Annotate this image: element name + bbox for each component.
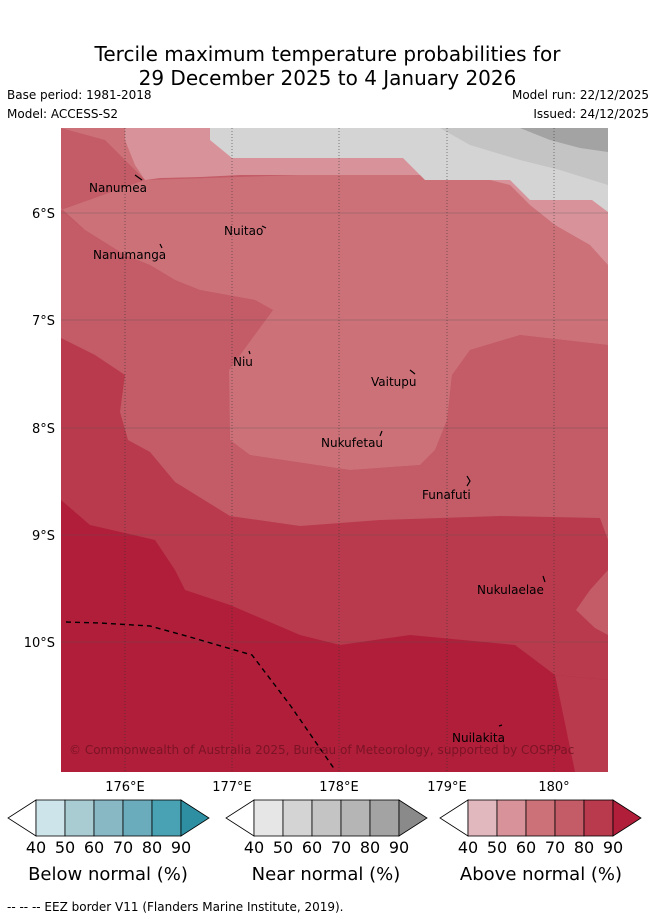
model-name: Model: ACCESS-S2 [7, 107, 119, 121]
place-label: Nanumea [89, 181, 147, 195]
colorbar-tick: 50 [487, 838, 507, 857]
place-label: Nukufetau [321, 436, 383, 450]
colorbar-titles: Below normal (%) Near normal (%) Above n… [28, 864, 622, 885]
colorbar-swatch [35, 799, 66, 837]
colorbar-swatch [583, 799, 614, 837]
island-nuilakita [498, 724, 503, 727]
colorbar-swatch [340, 799, 371, 837]
colorbar-above-ticks: 40 50 60 70 80 90 [458, 838, 623, 857]
title-line-2: 29 December 2025 to 4 January 2026 [138, 66, 517, 90]
colorbar-below [7, 799, 210, 837]
place-label: Funafuti [422, 488, 471, 502]
colorbar-tick: 60 [516, 838, 536, 857]
island-nanumea [134, 174, 143, 181]
colorbar-swatch [180, 799, 210, 837]
lon-tick-label: 180° [538, 780, 569, 795]
lon-tick-label: 177°E [212, 780, 252, 795]
island-nukulaelae [542, 575, 546, 583]
colorbar-tick: 80 [360, 838, 380, 857]
copyright-notice: © Commonwealth of Australia 2025, Bureau… [69, 743, 574, 757]
island-niu [248, 350, 251, 355]
colorbar-swatch [398, 799, 428, 837]
colorbar-swatch [496, 799, 527, 837]
lon-axis: 176°E 177°E 178°E 179°E 180° [105, 780, 569, 795]
colorbar-tick: 90 [389, 838, 409, 857]
colorbar-title-above: Above normal (%) [460, 864, 622, 885]
colorbar-swatch [439, 799, 469, 837]
graticule-lon [124, 128, 555, 772]
lat-tick-label: 10°S [24, 636, 55, 651]
island-marks [134, 174, 546, 727]
colorbar-title-below: Below normal (%) [28, 864, 188, 885]
place-label: Niu [233, 355, 253, 369]
colorbar-swatch [225, 799, 255, 837]
colorbar-tick: 40 [244, 838, 264, 857]
colorbar-tick: 60 [302, 838, 322, 857]
colorbar-swatch [7, 799, 37, 837]
colorbar-tick: 80 [142, 838, 162, 857]
lon-tick-label: 176°E [105, 780, 145, 795]
place-label: Vaitupu [371, 375, 417, 389]
island-nukufetau [379, 430, 383, 437]
eez-footnote: -- -- -- EEZ border V11 (Flanders Marine… [7, 900, 344, 914]
colorbar-tick: 70 [113, 838, 133, 857]
base-period: Base period: 1981-2018 [7, 88, 152, 102]
colorbar-swatch [554, 799, 585, 837]
colorbar-swatch [122, 799, 153, 837]
colorbar-swatch [93, 799, 124, 837]
place-label: Nuitao [224, 224, 263, 238]
colorbar-tick: 70 [331, 838, 351, 857]
colorbar-tick: 90 [171, 838, 191, 857]
colorbar-near-ticks: 40 50 60 70 80 90 [244, 838, 409, 857]
colorbar-title-near: Near normal (%) [252, 864, 401, 885]
colorbar-swatch [64, 799, 95, 837]
lat-tick-label: 8°S [32, 422, 55, 437]
colorbar-swatch [151, 799, 182, 837]
issued-date: Issued: 24/12/2025 [533, 107, 649, 121]
colorbar-below-ticks: 40 50 60 70 80 90 [26, 838, 191, 857]
colorbar-swatch [467, 799, 498, 837]
graticule [61, 212, 608, 643]
lat-axis: 6°S 7°S 8°S 9°S 10°S [24, 207, 55, 651]
place-label: Nanumanga [93, 248, 166, 262]
model-run: Model run: 22/12/2025 [511, 88, 649, 102]
lat-tick-label: 6°S [32, 207, 55, 222]
colorbar-swatch [612, 799, 642, 837]
place-label: Nukulaelae [477, 583, 544, 597]
island-vaitupu [409, 369, 416, 375]
lat-tick-label: 7°S [32, 314, 55, 329]
colorbar-tick: 90 [603, 838, 623, 857]
colorbar-swatch [369, 799, 400, 837]
colorbar-tick: 70 [545, 838, 565, 857]
eez-border [65, 621, 336, 771]
colorbar-above [439, 799, 642, 837]
island-nanumanga [159, 243, 163, 249]
island-funafuti [466, 475, 471, 487]
colorbar-tick: 80 [574, 838, 594, 857]
colorbar-swatch [282, 799, 313, 837]
island-nuitao [261, 225, 267, 229]
title-line-1: Tercile maximum temperature probabilitie… [94, 42, 561, 66]
lon-tick-label: 179°E [427, 780, 467, 795]
colorbar-swatch [525, 799, 556, 837]
colorbar-tick: 50 [273, 838, 293, 857]
place-labels: Nanumea Nuitao Nanumanga Niu Vaitupu Nuk… [89, 181, 544, 745]
colorbar-tick: 60 [84, 838, 104, 857]
colorbar-tick: 40 [26, 838, 46, 857]
colorbar-near [225, 799, 428, 837]
lon-tick-label: 178°E [319, 780, 359, 795]
colorbar-swatch [311, 799, 342, 837]
lat-tick-label: 9°S [32, 529, 55, 544]
probability-field [61, 128, 608, 772]
colorbar-swatch [253, 799, 284, 837]
place-label: Nuilakita [452, 731, 505, 745]
colorbar-tick: 50 [55, 838, 75, 857]
colorbar-tick: 40 [458, 838, 478, 857]
